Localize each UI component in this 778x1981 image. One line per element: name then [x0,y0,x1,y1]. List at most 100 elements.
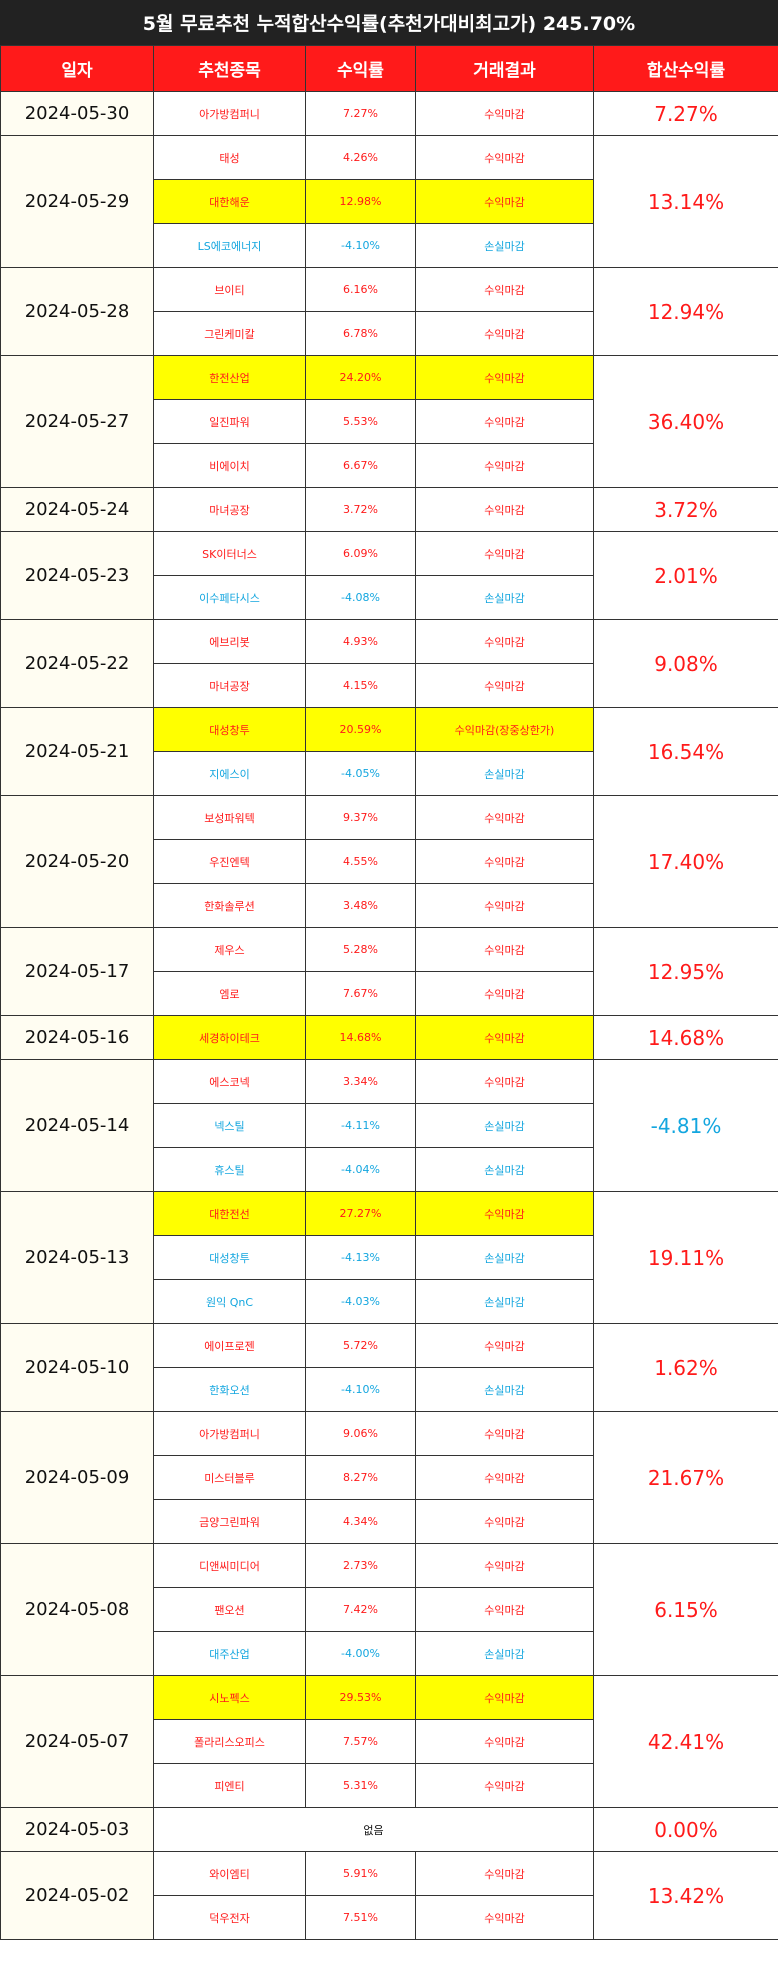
stock-name-cell: 금양그린파워 [153,1499,306,1544]
trade-result-cell: 수익마감 [415,179,594,224]
table-row: 대성창투 -4.13% 손실마감 [1,1235,778,1280]
table-row: 금양그린파워 4.34% 수익마감 [1,1499,778,1544]
table-row: 2024-05-28 브이티 6.16% 수익마감 12.94% [0,267,778,356]
return-rate-cell: 3.48% [305,883,416,928]
stock-name-cell: 휴스틸 [153,1147,306,1192]
total-return-cell: 12.95% [593,927,778,1016]
trade-result-cell: 수익마감 [415,1411,594,1456]
stock-name-cell: 원익 QnC [153,1279,306,1324]
table-row: 2024-05-30 아가방컴퍼니 7.27% 수익마감 7.27% [0,91,778,136]
return-rate-cell: 3.34% [305,1059,416,1104]
return-rate-cell: -4.05% [305,751,416,796]
return-rate-cell: -4.03% [305,1279,416,1324]
trade-result-cell: 수익마감 [415,1851,594,1896]
total-return-cell: 13.14% [593,135,778,268]
stock-name-cell: 아가방컴퍼니 [153,91,306,136]
return-rate-cell: 14.68% [305,1015,416,1060]
date-cell: 2024-05-17 [0,927,154,1016]
table-row: 그린케미칼 6.78% 수익마감 [1,311,778,356]
date-cell: 2024-05-03 [0,1807,154,1852]
date-cell: 2024-05-16 [0,1015,154,1060]
trade-result-cell: 수익마감 [415,1191,594,1236]
stock-name-cell: 미스터블루 [153,1455,306,1500]
trade-result-cell: 손실마감 [415,1103,594,1148]
trade-result-cell: 손실마감 [415,1147,594,1192]
table-row: 엠로 7.67% 수익마감 [1,971,778,1016]
return-rate-cell: 4.15% [305,663,416,708]
table-row: 2024-05-14 에스코넥 3.34% 수익마감 -4.81% [0,1059,778,1192]
table-row: 2024-05-10 에이프로젠 5.72% 수익마감 1.62% [0,1323,778,1412]
total-return-cell: 21.67% [593,1411,778,1544]
table-row: 우진엔텍 4.55% 수익마감 [1,839,778,884]
return-rate-cell: 4.55% [305,839,416,884]
stock-name-cell: 대한해운 [153,179,306,224]
no-recommendation-cell: 없음 [153,1807,594,1852]
stock-name-cell: 아가방컴퍼니 [153,1411,306,1456]
stock-name-cell: 마녀공장 [153,487,306,532]
date-cell: 2024-05-02 [0,1851,154,1940]
return-rate-cell: -4.10% [305,223,416,268]
total-return-cell: 2.01% [593,531,778,620]
return-rate-cell: 5.31% [305,1763,416,1808]
trade-result-cell: 수익마감 [415,1587,594,1632]
table-row: 넥스틸 -4.11% 손실마감 [1,1103,778,1148]
stock-name-cell: 그린케미칼 [153,311,306,356]
total-return-cell: 12.94% [593,267,778,356]
total-return-cell: 13.42% [593,1851,778,1940]
table-row: 2024-05-29 태성 4.26% 수익마감 13.14% [0,135,778,268]
stock-name-cell: 디앤씨미디어 [153,1543,306,1588]
table-row: 미스터블루 8.27% 수익마감 [1,1455,778,1500]
trade-result-cell: 수익마감 [415,1719,594,1764]
stock-name-cell: 팬오션 [153,1587,306,1632]
date-cell: 2024-05-22 [0,619,154,708]
total-return-cell: 16.54% [593,707,778,796]
return-rate-cell: 2.73% [305,1543,416,1588]
trade-result-cell: 수익마감 [415,839,594,884]
table-row: 2024-05-17 제우스 5.28% 수익마감 12.95% [0,927,778,1016]
trade-result-cell: 수익마감 [415,619,594,664]
recommendation-table: 일자 추천종목 수익률 거래결과 합산수익률 2024-05-30 아가방컴퍼니 7… [0,45,778,1940]
table-row: 2024-05-21 대성창투 20.59% 수익마감(장중상한가) 16.54% [0,707,778,796]
return-rate-cell: 7.57% [305,1719,416,1764]
return-rate-cell: -4.08% [305,575,416,620]
table-row: 원익 QnC -4.03% 손실마감 [1,1279,778,1324]
trade-result-cell: 수익마감 [415,311,594,356]
header-rate: 수익률 [305,45,416,92]
trade-result-cell: 수익마감(장중상한가) [415,707,594,752]
return-rate-cell: 5.72% [305,1323,416,1368]
total-return-cell: -4.81% [593,1059,778,1192]
stock-name-cell: 대성창투 [153,707,306,752]
trade-result-cell: 수익마감 [415,1499,594,1544]
return-rate-cell: 24.20% [305,355,416,400]
header-total: 합산수익률 [593,45,778,92]
return-rate-cell: -4.04% [305,1147,416,1192]
total-return-cell: 14.68% [593,1015,778,1060]
return-rate-cell: 7.42% [305,1587,416,1632]
stock-name-cell: 덕우전자 [153,1895,306,1940]
trade-result-cell: 수익마감 [415,971,594,1016]
trade-result-cell: 수익마감 [415,1059,594,1104]
header-result: 거래결과 [415,45,594,92]
table-row: 2024-05-23 SK이터너스 6.09% 수익마감 2.01% [0,531,778,620]
table-row: 덕우전자 7.51% 수익마감 [1,1895,778,1940]
trade-result-cell: 수익마감 [415,1675,594,1720]
trade-result-cell: 수익마감 [415,1895,594,1940]
trade-result-cell: 수익마감 [415,927,594,972]
stock-name-cell: 브이티 [153,267,306,312]
table-row: 2024-05-13 대한전선 27.27% 수익마감 19.11% [0,1191,778,1324]
stock-name-cell: 한화솔루션 [153,883,306,928]
return-rate-cell: 5.28% [305,927,416,972]
stock-name-cell: 우진엔텍 [153,839,306,884]
return-rate-cell: -4.13% [305,1235,416,1280]
table-row: 2024-05-20 보성파워텍 9.37% 수익마감 17.40% [0,795,778,928]
stock-name-cell: 폴라리스오피스 [153,1719,306,1764]
date-cell: 2024-05-29 [0,135,154,268]
stock-name-cell: 대주산업 [153,1631,306,1676]
stock-name-cell: 세경하이테크 [153,1015,306,1060]
trade-result-cell: 수익마감 [415,531,594,576]
table-row: 2024-05-24 마녀공장 3.72% 수익마감 3.72% [0,487,778,532]
stock-name-cell: 엠로 [153,971,306,1016]
date-cell: 2024-05-27 [0,355,154,488]
return-rate-cell: -4.11% [305,1103,416,1148]
date-cell: 2024-05-10 [0,1323,154,1412]
